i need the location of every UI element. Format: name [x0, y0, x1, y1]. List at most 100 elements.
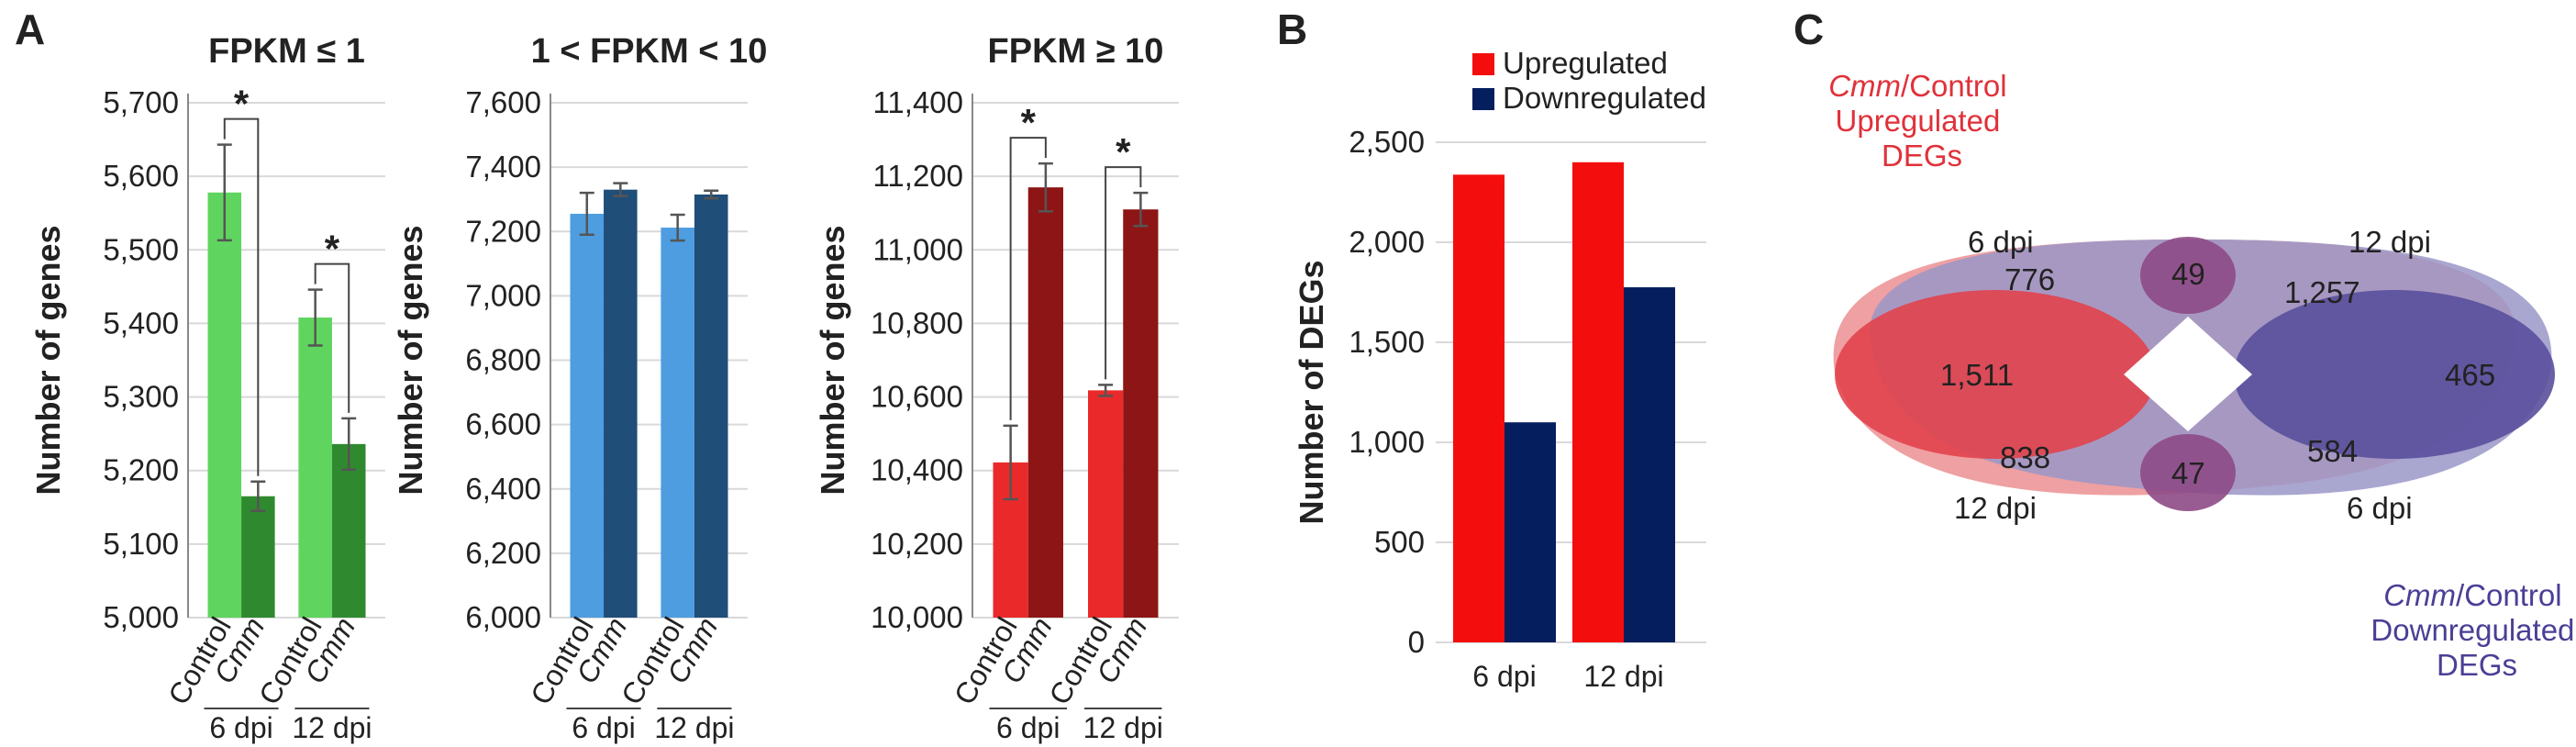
venn-down-title-control: /Control	[2456, 578, 2562, 612]
venn-up-core	[1835, 290, 2156, 459]
venn-count-up-6-12: 776	[2004, 262, 2055, 296]
y-tick-label: 0	[1408, 625, 1425, 659]
venn-count-down-6-12: 584	[2307, 434, 2358, 468]
y-tick-label: 6,600	[465, 407, 541, 441]
bar-cmm-12dpi	[331, 443, 366, 618]
significance-star: *	[325, 228, 340, 271]
bar-downregulated-12dpi	[1624, 287, 1675, 642]
significance-star: *	[1021, 101, 1037, 144]
y-tick-label: 500	[1374, 525, 1425, 559]
y-axis-label: Number of DEGs	[1293, 260, 1330, 524]
venn-label-top-left: 6 dpi	[1968, 225, 2034, 259]
bar-downregulated-6dpi	[1505, 422, 1556, 642]
group-label: 6 dpi	[996, 711, 1060, 744]
y-tick-label: 10,200	[871, 527, 963, 561]
chart-degs: 0 500 1,000 1,500 2,000 2,500 Number of DEGs 6 …	[1293, 46, 1706, 693]
bar-cmm-12dpi	[1123, 209, 1159, 618]
y-tick-label: 2,000	[1349, 225, 1425, 259]
y-tick-label: 11,400	[873, 85, 963, 119]
venn-up-title: Cmm/Control Upregulated DEGs	[1828, 69, 2015, 173]
x-tick-label: 6 dpi	[1472, 660, 1536, 693]
panel-label-b: B	[1277, 6, 1307, 53]
group-label: 12 dpi	[654, 711, 734, 744]
y-tick-label: 11,000	[873, 232, 963, 266]
significance-bracket	[1105, 166, 1142, 380]
bar-control-12dpi	[298, 318, 332, 618]
y-axis-label: Number of genes	[29, 225, 67, 495]
group-label: 12 dpi	[292, 711, 372, 744]
y-tick-label: 5,000	[103, 600, 179, 634]
bar-control-12dpi	[661, 228, 694, 619]
venn-up-title-line2: Upregulated	[1836, 104, 2001, 138]
bar-cmm-6dpi	[604, 189, 638, 618]
venn-count-up-12: 838	[2000, 440, 2050, 474]
chart-title: FPKM ≤ 1	[208, 32, 365, 71]
y-tick-label: 5,300	[103, 380, 179, 414]
legend-swatch-upregulated	[1472, 53, 1494, 75]
venn-diagram: 1,511 776 49 1,257 465 838 47 584 6 dpi …	[1828, 69, 2576, 682]
venn-up-title-line3: DEGs	[1882, 139, 1962, 173]
y-axis-label: Number of genes	[814, 225, 851, 495]
y-tick-label: 6,000	[465, 600, 541, 634]
venn-overlap-top	[2140, 237, 2236, 314]
y-tick-label: 5,700	[103, 85, 179, 119]
venn-count-up6-down12: 49	[2171, 257, 2205, 291]
y-tick-label: 5,600	[103, 159, 179, 193]
y-tick-label: 10,000	[871, 600, 963, 634]
venn-overlap-bottom	[2140, 434, 2236, 511]
y-tick-label: 7,400	[465, 150, 541, 184]
venn-down-title: Cmm/Control Downregulated DEGs	[2371, 578, 2576, 682]
venn-center-gap	[2124, 317, 2252, 431]
significance-bracket	[1009, 137, 1047, 420]
panel-label-a: A	[15, 6, 45, 53]
significance-star: *	[1116, 130, 1131, 173]
bar-upregulated-6dpi	[1453, 174, 1505, 643]
bar-cmm-12dpi	[694, 194, 728, 618]
venn-down-title-cmm: Cmm	[2383, 578, 2456, 612]
y-tick-label: 1,000	[1349, 425, 1425, 459]
y-tick-label: 6,400	[465, 472, 541, 506]
y-tick-label: 10,600	[871, 380, 963, 414]
significance-bracket	[314, 262, 350, 413]
legend-swatch-downregulated	[1472, 88, 1494, 110]
bar-control-6dpi	[570, 213, 605, 618]
venn-down-title-line3: DEGs	[2437, 648, 2517, 682]
venn-count-up12-down6: 47	[2171, 456, 2205, 490]
venn-label-bottom-right: 6 dpi	[2347, 491, 2413, 525]
y-axis-label: Number of genes	[392, 225, 429, 495]
significance-bracket	[223, 117, 260, 476]
bar-control-6dpi	[207, 192, 242, 618]
legend-label-upregulated: Upregulated	[1503, 46, 1668, 80]
bar-upregulated-12dpi	[1572, 162, 1624, 643]
y-tick-label: 6,200	[465, 536, 541, 570]
bar-cmm-6dpi	[1027, 187, 1063, 618]
y-tick-label: 6,800	[465, 343, 541, 377]
venn-down-title-line2: Downregulated	[2371, 613, 2574, 647]
y-tick-label: 10,400	[871, 453, 963, 487]
y-tick-label: 5,500	[103, 232, 179, 266]
venn-label-bottom-left: 12 dpi	[1954, 491, 2037, 525]
legend-label-downregulated: Downregulated	[1503, 81, 1706, 115]
bar-control-12dpi	[1088, 390, 1124, 618]
y-tick-label: 10,800	[871, 306, 963, 340]
panel-label-c: C	[1793, 6, 1824, 53]
venn-up-title-control: /Control	[1901, 69, 2007, 103]
y-tick-label: 7,000	[465, 278, 541, 312]
group-label: 12 dpi	[1083, 711, 1163, 744]
y-tick-label: 7,200	[465, 214, 541, 248]
bar-cmm-6dpi	[241, 496, 275, 618]
group-label: 6 dpi	[209, 711, 272, 744]
venn-down-core	[2234, 290, 2555, 459]
y-tick-label: 2,500	[1349, 125, 1425, 159]
venn-count-down-12: 1,257	[2284, 275, 2360, 309]
y-tick-label: 7,600	[465, 85, 541, 119]
chart-fpkm-high: 10,000 10,200 10,400 10,600 10,800 11,000 11,2…	[814, 32, 1179, 744]
y-tick-label: 5,200	[103, 453, 179, 487]
venn-up-title-cmm: Cmm	[1828, 69, 1901, 103]
y-tick-label: 5,100	[103, 527, 179, 561]
chart-fpkm-low: 5,000 5,100 5,200 5,300 5,400 5,500 5,600 5,700…	[29, 32, 385, 744]
chart-title: FPKM ≥ 10	[988, 32, 1164, 71]
significance-star: *	[234, 83, 250, 126]
chart-title: 1 < FPKM < 10	[531, 32, 768, 71]
chart-fpkm-mid: 6,000 6,200 6,400 6,600 6,800 7,000 7,200 7,400…	[392, 32, 767, 744]
